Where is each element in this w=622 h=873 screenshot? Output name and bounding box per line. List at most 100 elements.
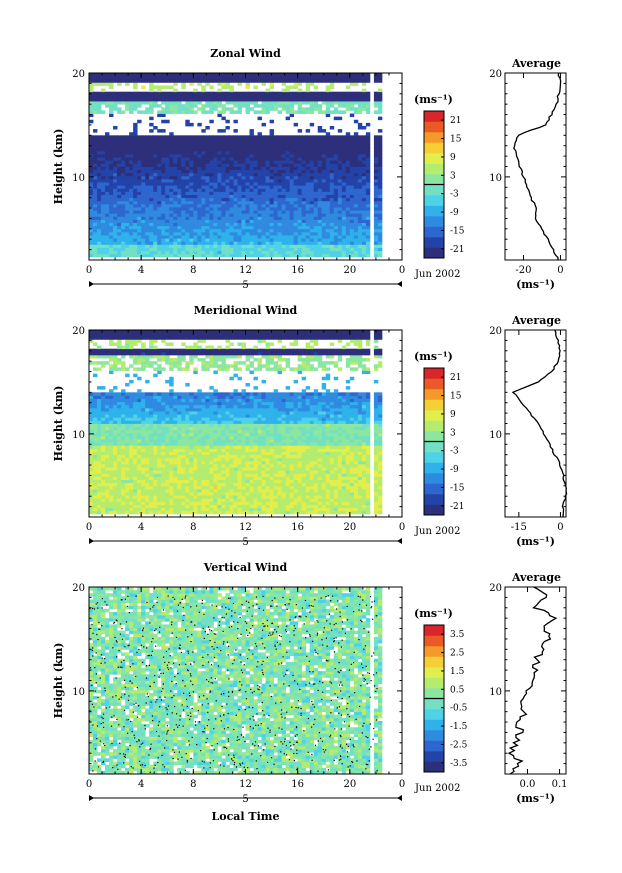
heatmap-cell	[169, 250, 174, 255]
heatmap-cell	[229, 107, 234, 111]
heatmap-cell	[345, 228, 351, 233]
heatmap-cell	[169, 207, 174, 211]
heatmap-cell	[233, 235, 238, 239]
heatmap-cell	[329, 163, 335, 167]
heatmap-cell	[277, 194, 283, 199]
heatmap-cell	[97, 253, 102, 258]
heatmap-cell	[157, 470, 162, 474]
heatmap-cell	[377, 207, 383, 211]
heatmap-cell	[377, 101, 383, 105]
heatmap-cell	[317, 154, 323, 158]
heatmap-cell	[341, 182, 347, 186]
heatmap-cell	[105, 175, 110, 180]
heatmap-cell	[173, 470, 178, 474]
heatmap-cell	[345, 253, 351, 258]
heatmap-cell	[201, 244, 206, 248]
heatmap-cell	[221, 116, 226, 121]
heatmap-cell	[113, 250, 118, 255]
heatmap-cell	[361, 244, 367, 248]
heatmap-cell	[225, 82, 230, 86]
heatmap-cell	[137, 420, 142, 424]
heatmap-cell	[177, 197, 182, 202]
heatmap-cell	[297, 157, 303, 161]
heatmap-cell	[273, 79, 278, 83]
heatmap-cell	[337, 194, 343, 199]
heatmap-cell	[109, 94, 114, 99]
heatmap-cell	[265, 172, 270, 177]
heatmap-cell	[209, 150, 214, 155]
heatmap-cell	[169, 342, 174, 346]
heatmap-cell	[357, 144, 363, 149]
heatmap-cell	[253, 73, 258, 77]
heatmap-cell	[277, 241, 283, 245]
heatmap-cell	[277, 101, 283, 105]
heatmap-cell	[141, 401, 146, 406]
heatmap-cell	[217, 250, 222, 255]
heatmap-cell	[313, 135, 319, 139]
heatmap-cell	[313, 138, 319, 142]
heatmap-cell	[141, 492, 146, 496]
heatmap-cell	[113, 420, 118, 424]
heatmap-cell	[129, 150, 134, 155]
heatmap-cell	[109, 501, 114, 505]
heatmap-cell	[101, 386, 106, 390]
heatmap-cell	[289, 91, 295, 96]
heatmap-cell	[213, 185, 218, 189]
heatmap-cell	[297, 160, 303, 164]
heatmap-cell	[313, 238, 319, 242]
heatmap-cell	[193, 219, 198, 223]
heatmap-cell	[169, 144, 174, 149]
heatmap-cell	[193, 182, 198, 186]
heatmap-cell	[341, 250, 347, 255]
heatmap-cell	[353, 203, 359, 208]
heatmap-cell	[265, 101, 270, 105]
heatmap-cell	[225, 216, 230, 220]
heatmap-cell	[189, 182, 194, 186]
heatmap-cell	[149, 495, 154, 499]
heatmap-cell	[233, 110, 238, 114]
heatmap-cell	[133, 407, 138, 412]
heatmap-cell	[349, 235, 355, 239]
heatmap-cell	[201, 175, 206, 180]
heatmap-cell	[301, 225, 307, 230]
heatmap-cell	[153, 361, 158, 365]
heatmap-cell	[249, 150, 254, 155]
heatmap-cell	[137, 401, 142, 406]
heatmap-cell	[157, 501, 162, 505]
heatmap-cell	[161, 445, 166, 449]
heatmap-cell	[365, 169, 371, 174]
heatmap-cell	[153, 94, 158, 99]
heatmap-cell	[125, 448, 130, 452]
heatmap-cell	[141, 473, 146, 477]
heatmap-cell	[129, 185, 134, 189]
heatmap-cell	[201, 169, 206, 174]
heatmap-cell	[273, 219, 278, 223]
heatmap-cell	[133, 197, 138, 202]
heatmap-cell	[149, 498, 154, 502]
heatmap-cell	[145, 228, 150, 233]
heatmap-cell	[153, 216, 158, 220]
heatmap-cell	[189, 178, 194, 183]
heatmap-cell	[333, 213, 339, 217]
x-tick-label: 4	[138, 265, 144, 276]
heatmap-cell	[337, 216, 343, 220]
heatmap-cell	[301, 203, 307, 208]
heatmap-cell	[153, 345, 158, 350]
heatmap-cell	[121, 253, 126, 258]
heatmap-cell	[169, 228, 174, 233]
heatmap-cell	[253, 144, 258, 149]
heatmap-cell	[285, 228, 291, 233]
heatmap-cell	[197, 250, 202, 255]
heatmap-cell	[285, 253, 291, 258]
heatmap-cell	[309, 169, 315, 174]
colorbar-segment	[424, 163, 444, 175]
heatmap-cell	[333, 197, 339, 202]
heatmap-cell	[309, 76, 315, 80]
heatmap-cell	[169, 429, 174, 434]
heatmap-cell	[281, 76, 287, 80]
heatmap-cell	[349, 200, 355, 205]
heatmap-cell	[157, 210, 162, 214]
heatmap-cell	[361, 228, 367, 233]
heatmap-cell	[109, 336, 114, 340]
